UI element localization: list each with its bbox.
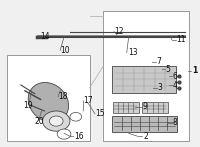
Text: 1: 1 (192, 66, 198, 75)
Text: 11: 11 (177, 35, 186, 44)
Text: 10: 10 (60, 46, 70, 55)
Circle shape (57, 129, 71, 139)
Text: 17: 17 (84, 96, 93, 105)
Text: 14: 14 (41, 31, 50, 41)
Text: 9: 9 (142, 102, 147, 111)
Text: 12: 12 (114, 27, 124, 36)
Text: 13: 13 (128, 48, 137, 57)
FancyBboxPatch shape (112, 66, 176, 93)
Text: 20: 20 (35, 117, 44, 126)
FancyBboxPatch shape (7, 55, 90, 141)
Text: 15: 15 (95, 109, 105, 118)
Text: 3: 3 (157, 83, 162, 92)
FancyBboxPatch shape (112, 116, 177, 132)
FancyBboxPatch shape (142, 102, 168, 113)
Text: 7: 7 (156, 57, 161, 66)
Ellipse shape (28, 82, 69, 122)
Circle shape (49, 116, 63, 126)
Circle shape (70, 112, 82, 121)
Text: 4: 4 (173, 81, 178, 90)
Text: 18: 18 (58, 92, 68, 101)
Text: 16: 16 (74, 132, 83, 141)
Text: 2: 2 (143, 132, 148, 141)
Circle shape (43, 111, 70, 131)
Text: 8: 8 (173, 118, 178, 127)
FancyBboxPatch shape (103, 11, 189, 141)
Text: 19: 19 (23, 101, 33, 110)
FancyBboxPatch shape (113, 102, 139, 113)
Text: 5: 5 (166, 65, 170, 74)
Text: 6: 6 (173, 72, 178, 81)
